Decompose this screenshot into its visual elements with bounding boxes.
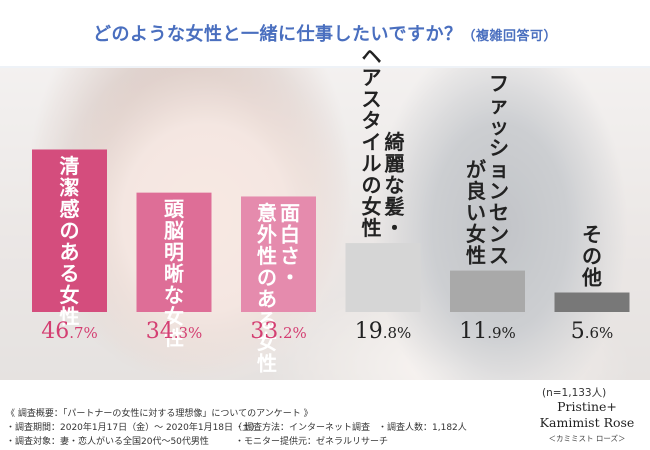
- bar-label-char: 性: [164, 326, 184, 350]
- chart-title: どのような女性と一緒に仕事したいですか？（複雑回答可）: [0, 20, 650, 46]
- bar-label-char: 女: [362, 195, 382, 219]
- title-subtitle: （複雑回答可）: [462, 29, 557, 44]
- bar-label-char: シ: [489, 136, 509, 160]
- bar-label-char: ヘ: [362, 44, 382, 68]
- bar-label-char: 外: [257, 222, 277, 246]
- bar-label-char: 明: [164, 240, 184, 264]
- bar-label-char: 女: [257, 330, 277, 354]
- bar-value-4: 19.8%: [355, 319, 412, 344]
- bar-label-char: 頭: [164, 197, 185, 221]
- bar-label-char: い: [466, 201, 486, 225]
- bar-label-char: さ: [280, 244, 300, 268]
- survey-method: ・調査方法：インターネット調査: [235, 423, 371, 433]
- bar-label-char: 女: [60, 283, 80, 307]
- bar-label-char: 感: [60, 197, 80, 221]
- bar-label-char: 面: [280, 201, 300, 225]
- bar-2: [136, 192, 212, 312]
- sample-size-label: (n=1,133人): [542, 387, 607, 399]
- bar-label-char: 性: [257, 244, 277, 268]
- bar-label-char: そ: [582, 223, 602, 247]
- bar-label-char: ン: [489, 222, 509, 246]
- bar-label-char: ン: [489, 179, 509, 203]
- header-band: どのような女性と一緒に仕事したいですか？（複雑回答可）: [0, 0, 650, 68]
- bar-label-6: その他: [581, 223, 602, 290]
- bar-label-char: の: [60, 218, 80, 242]
- bar-label-char: ・: [385, 216, 405, 240]
- bar-3: [241, 196, 316, 312]
- bar-value-2: 34.3%: [146, 319, 203, 344]
- survey-period: ・調査期間：2020年1月17日（金）～ 2020年1月18日（土）: [6, 423, 261, 433]
- brand-name-kana: ＜カミミスト ローズ＞: [548, 434, 626, 443]
- bar-value-5: 11.9%: [459, 319, 516, 344]
- bar-label-char: る: [257, 308, 277, 332]
- bar-label-char: る: [60, 261, 80, 285]
- bar-label-char: が: [466, 158, 486, 182]
- bar-label-char: 白: [280, 222, 300, 246]
- bar-label-char: 性: [466, 244, 486, 268]
- bar-label-char: 脳: [163, 219, 184, 243]
- bar-label-char: ョ: [489, 158, 509, 182]
- bar-label-char: ァ: [489, 93, 509, 117]
- bar-label-char: 性: [60, 304, 80, 328]
- bar-label-char: ス: [362, 87, 382, 111]
- bar-label-char: 良: [466, 179, 486, 203]
- bar-label-char: セ: [489, 201, 509, 225]
- brand-name-line2: Kamimist Rose: [539, 415, 635, 430]
- bar-label-char: ア: [362, 66, 382, 90]
- bar-label-char: の: [362, 173, 382, 197]
- bar-label-char: な: [164, 283, 184, 307]
- bar-1: [32, 149, 107, 312]
- bar-label-char: の: [582, 244, 602, 268]
- bar-label-char: の: [257, 265, 277, 289]
- bar-value-1: 46.7%: [41, 319, 98, 344]
- bar-label-char: 麗: [385, 152, 405, 176]
- bar-label-char: ル: [362, 152, 382, 176]
- background-photo: [0, 68, 650, 380]
- bar-label-char: 清: [60, 154, 80, 178]
- bar-label-char: 他: [581, 266, 602, 290]
- survey-footer: 《 調査概要：「パートナーの女性に対する理想像」についてのアンケート 》 ・調査…: [0, 380, 650, 450]
- bar-label-char: 綺: [385, 130, 405, 154]
- bar-label-char: 女: [466, 222, 486, 246]
- bar-label-char: 意: [257, 201, 277, 225]
- brand-name-line1: Pristine+: [557, 399, 617, 414]
- bar-label-char: イ: [362, 130, 382, 154]
- bar-label-char: あ: [257, 287, 277, 311]
- photo-overlay: [0, 68, 650, 380]
- bar-label-char: 性: [362, 216, 382, 240]
- bar-value-6: 5.6%: [571, 319, 614, 344]
- survey-title: 《 調査概要：「パートナーの女性に対する理想像」についてのアンケート 》: [6, 409, 313, 419]
- bar-label-char: 女: [164, 305, 184, 329]
- survey-target: ・調査対象：妻・恋人がいる全国20代～50代男性: [6, 437, 209, 447]
- bar-label-char: フ: [489, 72, 509, 96]
- bar-label-char: ス: [489, 244, 509, 268]
- bar-value-3: 33.2%: [250, 319, 307, 344]
- title-main: どのような女性と一緒に仕事したいですか？: [93, 24, 463, 45]
- survey-respondents: ・調査人数：1,182人: [378, 423, 467, 433]
- bar-label-char: 性: [257, 351, 277, 375]
- bar-label-char: タ: [362, 109, 382, 133]
- bar-label-char: 髪: [384, 195, 405, 219]
- bar-label-char: な: [385, 173, 405, 197]
- bar-4: [345, 243, 421, 312]
- bar-label-char: ・: [280, 265, 300, 289]
- bar-6: [554, 292, 630, 312]
- bar-label-char: あ: [60, 240, 80, 264]
- survey-provider: ・モニター提供元：ゼネラルリサーチ: [235, 437, 389, 447]
- bar-label-char: ッ: [489, 115, 509, 139]
- bar-label-char: 潔: [60, 175, 80, 199]
- bar-5: [450, 270, 525, 312]
- bar-label-char: 晰: [164, 262, 184, 286]
